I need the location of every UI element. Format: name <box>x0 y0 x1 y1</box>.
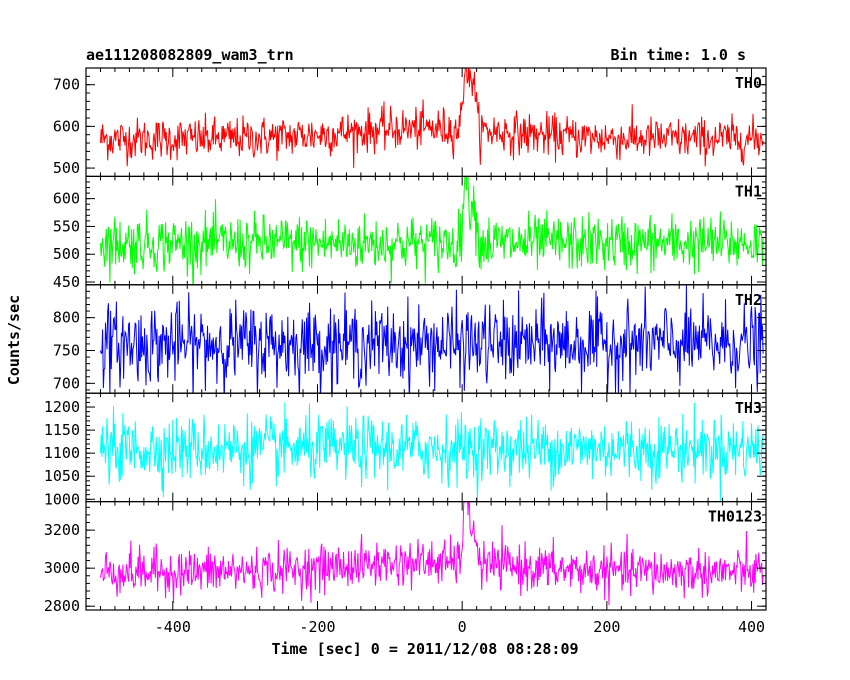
panels-group: 500 600 700 TH0 450 500 550 600 TH1 700 750 800 TH2 1… <box>44 60 766 615</box>
y-axis-label: Counts/sec <box>5 295 23 385</box>
y-tick-label: 500 <box>53 159 80 177</box>
y-tick-label: 800 <box>53 309 80 327</box>
x-tick-label: 0 <box>458 618 467 636</box>
y-tick-label: 550 <box>53 217 80 235</box>
y-tick-label: 700 <box>53 76 80 94</box>
light-curve-chart: ae111208082809_wam3_trn Bin time: 1.0 s … <box>0 0 850 680</box>
y-tick-label: 700 <box>53 374 80 392</box>
y-tick-label: 500 <box>53 245 80 263</box>
x-tick-label: 400 <box>738 618 765 636</box>
x-tick-label: 200 <box>593 618 620 636</box>
panel-th0: 500 600 700 TH0 <box>53 60 766 177</box>
bin-time-label: Bin time: 1.0 s <box>611 46 746 64</box>
panel-label-th1: TH1 <box>735 182 762 200</box>
panel-label-th2: TH2 <box>735 291 762 309</box>
series-line-th3 <box>101 402 764 503</box>
series-line-th2 <box>101 285 764 418</box>
panel-th1: 450 500 550 600 TH1 <box>53 153 766 299</box>
y-tick-label: 600 <box>53 117 80 135</box>
y-tick-label: 3200 <box>44 521 80 539</box>
x-axis: -400 -200 0 200 400 <box>155 618 765 636</box>
x-tick-label: -200 <box>299 618 335 636</box>
series-line-th0123 <box>101 473 764 605</box>
panel-label-th0: TH0 <box>735 74 762 92</box>
series-line-th0 <box>101 60 764 168</box>
y-tick-label: 1000 <box>44 490 80 508</box>
panel-th2: 700 750 800 TH2 <box>53 285 766 418</box>
panel-th3: 1000 1050 1100 1150 1200 TH3 <box>44 393 766 508</box>
x-axis-label: Time [sec] 0 = 2011/12/08 08:28:09 <box>271 640 578 658</box>
y-tick-label: 600 <box>53 190 80 208</box>
y-tick-label: 1150 <box>44 421 80 439</box>
y-tick-label: 1100 <box>44 444 80 462</box>
chart-title: ae111208082809_wam3_trn <box>86 46 294 64</box>
y-tick-label: 450 <box>53 273 80 291</box>
x-tick-label: -400 <box>155 618 191 636</box>
y-tick-label: 1050 <box>44 467 80 485</box>
y-tick-label: 3000 <box>44 559 80 577</box>
y-tick-label: 2800 <box>44 597 80 615</box>
panel-frame <box>86 502 766 610</box>
y-tick-label: 1200 <box>44 398 80 416</box>
panel-label-th3: TH3 <box>735 399 762 417</box>
panel-th0123: 2800 3000 3200 TH0123 <box>44 473 766 615</box>
panel-label-th0123: TH0123 <box>708 508 762 526</box>
series-line-th1 <box>101 153 764 299</box>
y-tick-label: 750 <box>53 341 80 359</box>
